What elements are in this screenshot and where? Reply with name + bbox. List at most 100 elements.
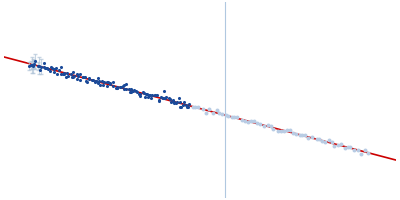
Point [59, 72, 66, 75]
Point [82, 79, 89, 83]
Point [154, 93, 160, 97]
Point [345, 145, 352, 148]
Point [41, 66, 48, 69]
Point [152, 94, 158, 97]
Point [342, 147, 348, 150]
Point [84, 80, 91, 83]
Point [70, 70, 76, 74]
Point [41, 61, 48, 64]
Point [316, 137, 323, 140]
Point [86, 77, 92, 80]
Point [37, 65, 44, 68]
Point [136, 94, 143, 97]
Point [159, 96, 166, 99]
Point [157, 95, 164, 99]
Point [71, 74, 77, 78]
Point [176, 97, 182, 100]
Point [163, 96, 170, 99]
Point [70, 75, 76, 78]
Point [45, 67, 52, 70]
Point [213, 108, 220, 112]
Point [31, 63, 38, 66]
Point [28, 63, 34, 67]
Point [32, 60, 39, 63]
Point [245, 120, 252, 123]
Point [254, 121, 260, 125]
Point [149, 94, 156, 97]
Point [293, 133, 299, 136]
Point [186, 103, 192, 106]
Point [47, 70, 53, 73]
Point [289, 132, 296, 135]
Point [365, 151, 371, 155]
Point [257, 122, 264, 125]
Point [319, 139, 325, 143]
Point [136, 93, 142, 96]
Point [75, 74, 81, 78]
Point [142, 95, 148, 98]
Point [297, 133, 303, 136]
Point [107, 82, 114, 85]
Point [178, 105, 184, 108]
Point [120, 84, 127, 87]
Point [114, 85, 120, 89]
Point [160, 89, 167, 93]
Point [64, 74, 71, 78]
Point [195, 106, 202, 109]
Point [160, 96, 166, 99]
Point [69, 75, 76, 78]
Point [68, 72, 74, 75]
Point [58, 72, 64, 75]
Point [210, 111, 216, 114]
Point [179, 103, 186, 106]
Point [64, 72, 70, 75]
Point [100, 83, 106, 87]
Point [302, 133, 308, 137]
Point [181, 101, 187, 104]
Point [74, 77, 80, 80]
Point [131, 88, 138, 91]
Point [51, 67, 57, 70]
Point [101, 80, 108, 83]
Point [130, 90, 136, 93]
Point [284, 128, 290, 131]
Point [143, 92, 150, 96]
Point [80, 76, 86, 79]
Point [61, 72, 67, 75]
Point [183, 103, 190, 106]
Point [177, 100, 184, 104]
Point [113, 87, 120, 90]
Point [280, 130, 287, 133]
Point [170, 100, 177, 104]
Point [92, 79, 99, 82]
Point [355, 149, 361, 152]
Point [82, 75, 88, 78]
Point [105, 81, 111, 84]
Point [104, 80, 110, 83]
Point [190, 105, 196, 109]
Point [61, 71, 67, 74]
Point [362, 148, 368, 151]
Point [321, 141, 328, 144]
Point [347, 146, 354, 149]
Point [286, 128, 293, 132]
Point [261, 125, 267, 128]
Point [308, 135, 315, 138]
Point [231, 116, 237, 119]
Point [351, 148, 358, 152]
Point [248, 119, 254, 122]
Point [268, 125, 274, 128]
Point [120, 85, 126, 88]
Point [104, 84, 110, 87]
Point [36, 64, 42, 67]
Point [156, 99, 162, 102]
Point [242, 120, 248, 123]
Point [162, 97, 168, 100]
Point [264, 124, 271, 127]
Point [173, 102, 180, 105]
Point [77, 73, 83, 76]
Point [96, 79, 102, 83]
Point [228, 116, 235, 119]
Point [225, 114, 231, 118]
Point [80, 76, 86, 79]
